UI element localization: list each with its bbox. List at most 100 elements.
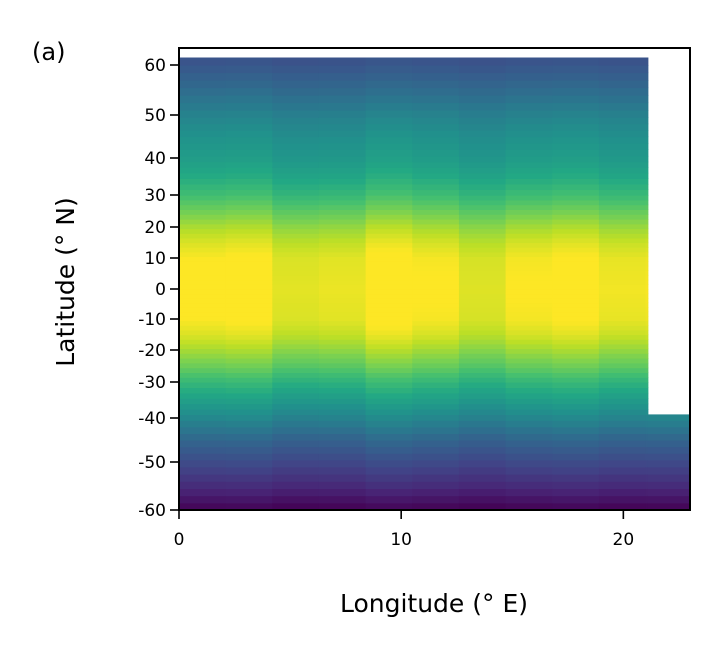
heatmap-cell <box>552 214 600 220</box>
heatmap-cell <box>458 474 507 482</box>
heatmap-cell <box>552 382 600 388</box>
heatmap-cell <box>272 65 320 74</box>
heatmap-cell <box>598 334 647 340</box>
heatmap-cell <box>412 172 460 179</box>
heatmap-cell <box>179 426 227 434</box>
heatmap-cell <box>225 382 273 388</box>
heatmap-cell <box>458 466 507 475</box>
heatmap-cell <box>365 237 413 244</box>
heatmap-cell <box>598 172 647 179</box>
heatmap-cell <box>505 123 553 131</box>
heatmap-cell <box>645 87 649 96</box>
heatmap-cell <box>272 80 320 89</box>
heatmap-cell <box>645 123 649 131</box>
heatmap-cell <box>179 275 227 281</box>
heatmap-cell <box>412 426 460 434</box>
heatmap-cell <box>458 80 507 89</box>
heatmap-cell <box>225 289 273 295</box>
heatmap-cell <box>272 110 320 118</box>
heatmap-cell <box>272 343 320 350</box>
heatmap-cell <box>505 261 553 267</box>
heatmap-cell <box>645 189 649 196</box>
heatmap-cell <box>552 433 600 441</box>
heatmap-cell <box>598 136 647 144</box>
heatmap-cell <box>412 293 460 299</box>
heatmap-cell <box>645 161 649 168</box>
heatmap-cell <box>505 302 553 308</box>
heatmap-cell <box>225 189 273 196</box>
heatmap-cell <box>412 136 460 144</box>
heatmap-cell <box>272 228 320 234</box>
heatmap-cell <box>552 149 600 157</box>
heatmap-cell <box>179 358 227 364</box>
heatmap-cell <box>505 426 553 434</box>
heatmap-cell <box>645 275 649 281</box>
heatmap-cell <box>645 233 649 239</box>
heatmap-cell <box>272 172 320 179</box>
heatmap-cell <box>458 311 507 317</box>
heatmap-cell <box>412 440 460 448</box>
heatmap-cell <box>598 414 647 421</box>
heatmap-cell <box>598 242 647 248</box>
heatmap-cell <box>412 398 460 405</box>
heatmap-cell <box>318 387 367 394</box>
heatmap-cell <box>552 102 600 111</box>
heatmap-cell <box>365 382 413 388</box>
heatmap-cell <box>225 256 273 262</box>
heatmap-cell <box>598 72 647 81</box>
heatmap-cell <box>645 334 649 340</box>
heatmap-cell <box>552 136 600 144</box>
heatmap-cell <box>598 95 647 104</box>
heatmap-cell <box>318 362 367 369</box>
heatmap-cell <box>645 398 649 405</box>
heatmap-cell <box>412 219 460 225</box>
heatmap-cell <box>365 183 413 191</box>
heatmap-cell <box>552 353 600 359</box>
heatmap-cell <box>412 453 460 461</box>
heatmap-cell <box>647 495 691 504</box>
heatmap-cell <box>179 228 227 234</box>
heatmap-cell <box>458 95 507 104</box>
heatmap-cell <box>272 420 320 428</box>
heatmap-cell <box>412 237 460 244</box>
heatmap-cell <box>365 256 413 262</box>
heatmap-cell <box>645 117 649 125</box>
heatmap-cell <box>505 237 553 244</box>
heatmap-cell <box>225 142 273 150</box>
heatmap-cell <box>458 242 507 248</box>
heatmap-cell <box>179 466 227 475</box>
heatmap-cell <box>318 161 367 168</box>
heatmap-cell <box>458 142 507 150</box>
heatmap-cell <box>225 261 273 267</box>
heatmap-cell <box>505 214 553 220</box>
heatmap-cell <box>598 155 647 163</box>
heatmap-cell <box>552 329 600 336</box>
heatmap-cell <box>318 502 367 511</box>
heatmap-cell <box>412 275 460 281</box>
heatmap-cell <box>458 339 507 345</box>
heatmap-cell <box>645 377 649 383</box>
heatmap-cell <box>272 195 320 201</box>
heatmap-cell <box>225 495 273 504</box>
heatmap-cell <box>412 298 460 304</box>
heatmap-cell <box>225 502 273 511</box>
heatmap-cell <box>505 325 553 331</box>
heatmap-cell <box>552 348 600 354</box>
heatmap-cell <box>645 453 649 461</box>
heatmap-cell <box>412 334 460 340</box>
heatmap-cell <box>598 502 647 511</box>
heatmap-cell <box>365 284 413 290</box>
heatmap-cell <box>458 446 507 454</box>
heatmap-cell <box>505 502 553 511</box>
heatmap-cell <box>412 302 460 308</box>
heatmap-cell <box>505 117 553 125</box>
heatmap-cell <box>552 459 600 468</box>
heatmap-cell <box>458 172 507 179</box>
heatmap-cell <box>645 261 649 267</box>
heatmap-cell <box>598 189 647 196</box>
heatmap-cell <box>505 459 553 468</box>
heatmap-cell <box>598 392 647 399</box>
heatmap-cell <box>412 95 460 104</box>
heatmap-cell <box>365 298 413 304</box>
heatmap-cell <box>645 242 649 248</box>
